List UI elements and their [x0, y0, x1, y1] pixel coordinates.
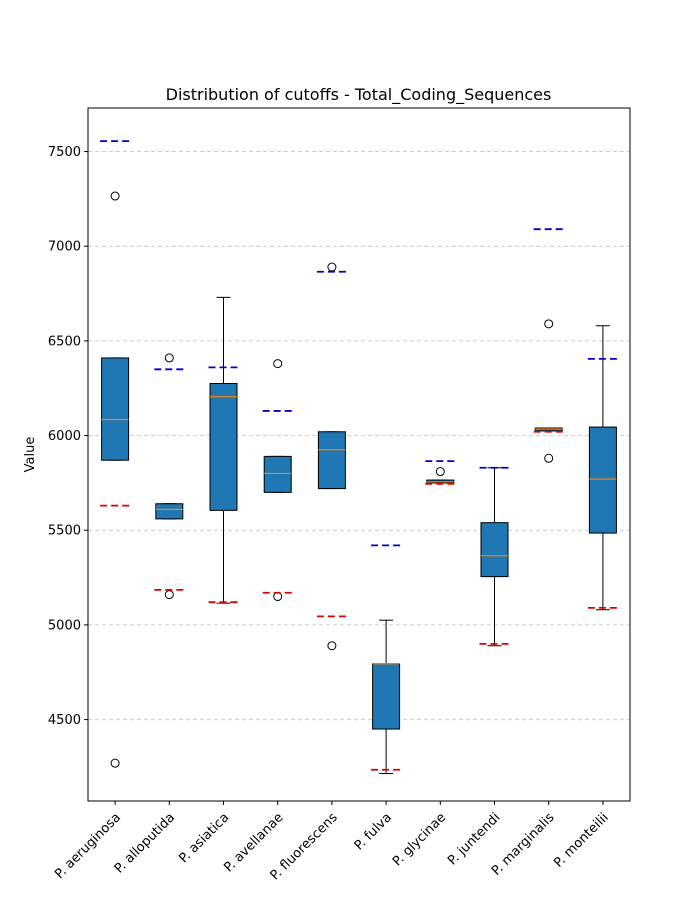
iqr-box: [101, 357, 130, 461]
box-group: [587, 325, 618, 611]
iqr-box: [155, 503, 184, 520]
grid-layer: [88, 151, 630, 721]
box-group: [208, 296, 239, 604]
box-group: [316, 262, 347, 651]
iqr-box: [263, 455, 292, 493]
x-tick-label: P. glycinae: [390, 810, 449, 869]
outlier-point: [544, 453, 554, 463]
outlier-point: [273, 592, 283, 602]
x-tick-label: P. juntendi: [445, 810, 503, 868]
plot-area-frame: [87, 107, 631, 802]
axis-layer: 4500 5000 5500 6000 6500 7000 7500 P. aeruginos…: [48, 145, 612, 883]
iqr-box: [480, 522, 509, 578]
box-group: [262, 359, 293, 602]
iqr-box: [209, 382, 238, 511]
y-tick-label: 5500: [48, 524, 81, 539]
box-group: [371, 544, 402, 775]
outlier-point: [164, 590, 174, 600]
box-group: [154, 353, 185, 600]
outlier-point: [164, 353, 174, 363]
box-group: [533, 228, 564, 463]
y-tick-label: 7500: [48, 145, 81, 160]
box-layer: [100, 140, 618, 775]
y-tick-label: 5000: [48, 618, 81, 633]
y-axis-label: Value: [23, 437, 38, 473]
outlier-point: [327, 641, 337, 651]
x-tick-label: P. monteilii: [551, 810, 611, 870]
outlier-point: [435, 467, 445, 477]
x-tick-label: P. aeruginosa: [52, 810, 124, 882]
x-tick-label: P. asiatica: [176, 810, 232, 866]
iqr-box: [317, 431, 346, 490]
iqr-box: [588, 426, 617, 534]
x-tick-label: P. fulva: [352, 810, 395, 853]
y-tick-label: 6000: [48, 429, 81, 444]
y-tick-label: 7000: [48, 240, 81, 255]
iqr-box: [372, 663, 401, 730]
outlier-point: [273, 359, 283, 369]
chart-title: Distribution of cutoffs - Total_Coding_S…: [166, 85, 552, 105]
outlier-point: [544, 319, 554, 329]
outlier-point: [110, 758, 120, 768]
y-tick-label: 4500: [48, 713, 81, 728]
outlier-point: [110, 191, 120, 201]
box-group: [100, 140, 131, 768]
box-group: [425, 460, 456, 485]
box-group: [479, 466, 510, 647]
y-tick-label: 6500: [48, 334, 81, 349]
outlier-point: [327, 262, 337, 272]
